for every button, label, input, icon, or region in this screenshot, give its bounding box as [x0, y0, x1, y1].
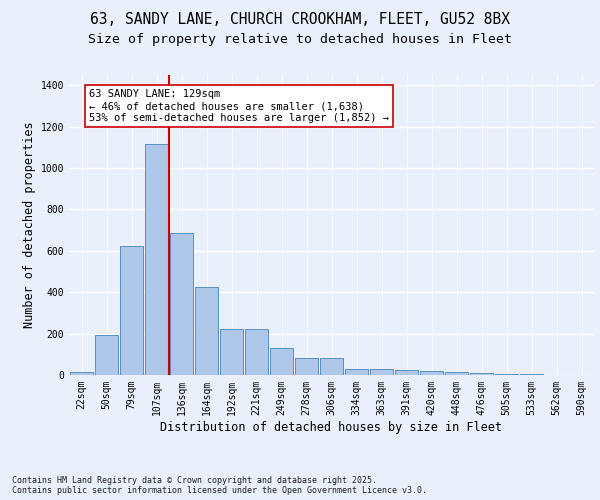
Text: Size of property relative to detached houses in Fleet: Size of property relative to detached ho…: [88, 32, 512, 46]
Bar: [320, 358, 343, 375]
Bar: [370, 369, 393, 375]
Text: 63 SANDY LANE: 129sqm
← 46% of detached houses are smaller (1,638)
53% of semi-d: 63 SANDY LANE: 129sqm ← 46% of detached …: [89, 90, 389, 122]
Bar: [445, 372, 468, 375]
Bar: [95, 334, 118, 375]
Bar: [145, 144, 168, 375]
Y-axis label: Number of detached properties: Number of detached properties: [23, 122, 37, 328]
Bar: [395, 370, 418, 375]
Bar: [295, 358, 318, 375]
Text: Contains HM Land Registry data © Crown copyright and database right 2025.
Contai: Contains HM Land Registry data © Crown c…: [12, 476, 427, 495]
Bar: [220, 330, 243, 375]
Bar: [345, 369, 368, 375]
Bar: [245, 330, 268, 375]
Bar: [270, 348, 293, 375]
Bar: [195, 287, 218, 375]
Bar: [495, 374, 518, 375]
Bar: [170, 234, 193, 375]
Bar: [520, 374, 543, 375]
Bar: [70, 372, 93, 375]
Text: 63, SANDY LANE, CHURCH CROOKHAM, FLEET, GU52 8BX: 63, SANDY LANE, CHURCH CROOKHAM, FLEET, …: [90, 12, 510, 28]
Bar: [120, 246, 143, 375]
Bar: [420, 371, 443, 375]
Bar: [470, 373, 493, 375]
X-axis label: Distribution of detached houses by size in Fleet: Distribution of detached houses by size …: [161, 420, 503, 434]
